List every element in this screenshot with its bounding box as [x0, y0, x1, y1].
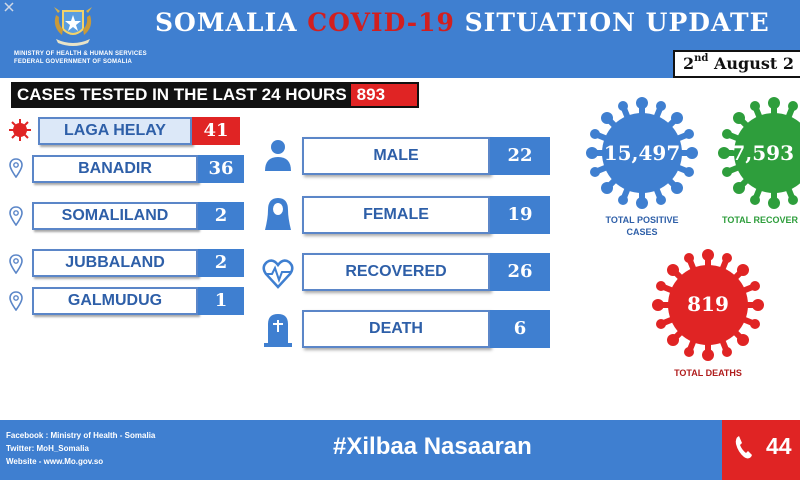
stat-label: FEMALE [302, 196, 490, 234]
total-positive-label-line2: CASES [626, 227, 658, 237]
footer-bar: Facebook : Ministry of Health - Somalia … [0, 420, 800, 480]
hotline-number: 44 [766, 433, 792, 459]
virus-icon [9, 119, 31, 141]
phone-icon [735, 436, 752, 459]
virus-icon-total-positive [586, 97, 698, 209]
location-pin-icon [9, 254, 23, 274]
title-part-1: SOMALIA [155, 8, 308, 37]
stat-value: 26 [490, 253, 550, 291]
stat-value: 19 [490, 196, 550, 234]
stat-row-female: FEMALE 19 [302, 196, 550, 234]
twitter-text: Twitter: MoH_Somalia [6, 444, 89, 453]
region-value: 2 [198, 249, 244, 277]
page-title: SOMALIA COVID-19 SITUATION UPDATE [155, 8, 770, 37]
location-pin-icon [9, 291, 23, 311]
date-day: 2 [683, 54, 695, 73]
tested-value: 893 [350, 84, 417, 106]
total-deaths-value: 819 [687, 292, 729, 316]
website-link[interactable]: Website - www.Mo.gov.so [6, 457, 104, 466]
region-label: LAGA HELAY [38, 117, 192, 145]
region-row-laga-helay: LAGA HELAY 41 [38, 117, 240, 145]
region-label: BANADIR [32, 155, 198, 183]
date-badge: 2nd August 2 [673, 50, 800, 78]
region-row-jubbaland: JUBBALAND 2 [32, 249, 244, 277]
heartbeat-icon [262, 259, 294, 289]
stat-row-death: DEATH 6 [302, 310, 550, 348]
total-positive-label-line1: TOTAL POSITIVE [605, 215, 679, 225]
tombstone-icon [264, 314, 292, 347]
campaign-hashtag: #Xilbaa Nasaaran [333, 433, 532, 460]
stat-label: MALE [302, 137, 490, 175]
tested-label: CASES TESTED IN THE LAST 24 HOURS [13, 84, 351, 106]
total-positive-value: 15,497 [603, 141, 681, 165]
stat-label: RECOVERED [302, 253, 490, 291]
government-name: FEDERAL GOVERNMENT OF SOMALIA [14, 59, 133, 65]
title-highlight: COVID-19 [307, 8, 455, 37]
tested-banner: CASES TESTED IN THE LAST 24 HOURS 893 [11, 82, 419, 108]
date-rest: August 2 [708, 54, 794, 73]
total-recovered-label: TOTAL RECOVER [722, 215, 799, 225]
region-row-banadir: BANADIR 36 [32, 155, 244, 183]
location-pin-icon [9, 206, 23, 226]
close-icon[interactable] [4, 2, 14, 12]
region-label: GALMUDUG [32, 287, 198, 315]
stat-label: DEATH [302, 310, 490, 348]
stat-value: 22 [490, 137, 550, 175]
region-value: 36 [198, 155, 244, 183]
virus-icon-total-deaths [652, 249, 764, 361]
hotline-box: 44 [722, 420, 800, 480]
stat-row-male: MALE 22 [302, 137, 550, 175]
emblem-icon [54, 7, 92, 46]
header-bar: MINISTRY OF HEALTH & HUMAN SERVICES FEDE… [0, 0, 800, 78]
ministry-name: MINISTRY OF HEALTH & HUMAN SERVICES [14, 51, 147, 57]
date-suffix: nd [694, 53, 709, 64]
region-value: 2 [198, 202, 244, 230]
stat-row-recovered: RECOVERED 26 [302, 253, 550, 291]
region-value: 41 [192, 117, 240, 145]
facebook-text: Facebook : Ministry of Health - Somalia [6, 431, 156, 440]
female-icon [265, 198, 291, 230]
total-deaths-label: TOTAL DEATHS [674, 368, 742, 378]
region-label: SOMALILAND [32, 202, 198, 230]
male-icon [265, 140, 291, 171]
region-row-somaliland: SOMALILAND 2 [32, 202, 244, 230]
region-row-galmudug: GALMUDUG 1 [32, 287, 244, 315]
title-part-2: SITUATION UPDATE [454, 8, 770, 37]
total-positive-label: TOTAL POSITIVE CASES [590, 214, 694, 238]
region-value: 1 [198, 287, 244, 315]
region-label: JUBBALAND [32, 249, 198, 277]
virus-icon-total-recovered [718, 97, 800, 209]
total-recovered-value: 7,593 [731, 141, 794, 165]
stat-value: 6 [490, 310, 550, 348]
location-pin-icon [9, 158, 23, 178]
